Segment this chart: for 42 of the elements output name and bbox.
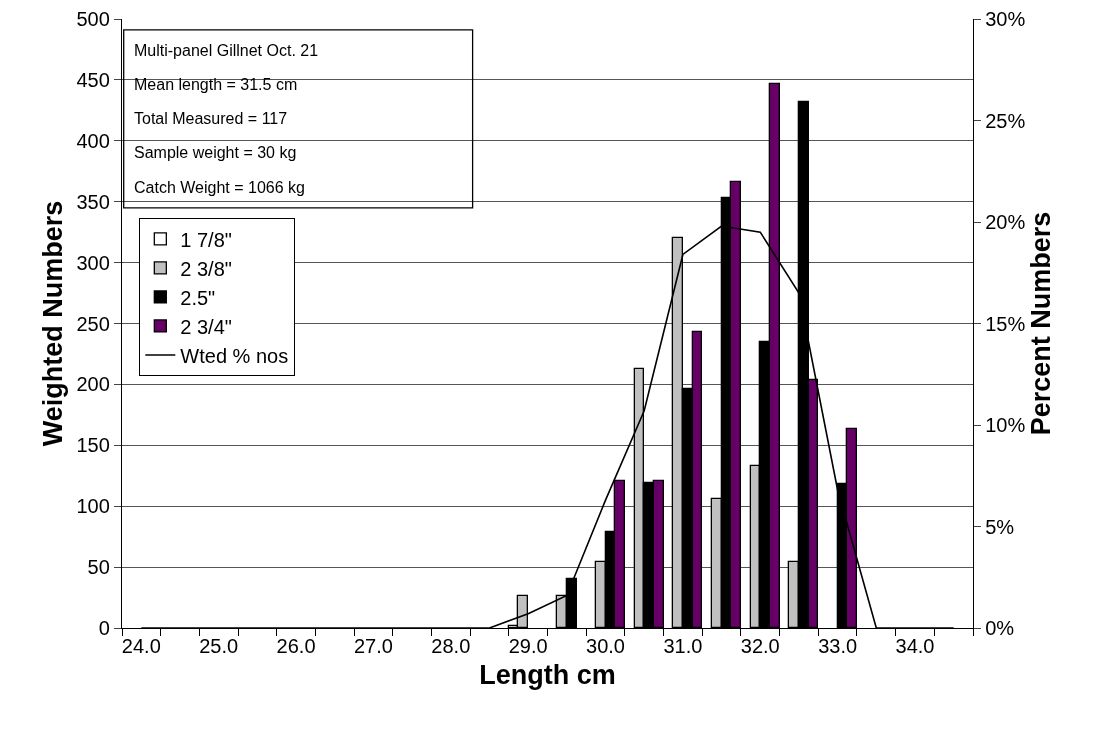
x-axis-title: Length cm [479,659,616,690]
y2-tick-label: 20% [985,211,1026,233]
x-tick-label: 34.0 [895,635,935,658]
x-tick-label: 31.0 [663,635,703,658]
legend-label: 2 3/8" [180,257,232,280]
annotation: Total Measured = 117 [134,110,288,127]
x-tick-label: 24.0 [121,635,161,658]
y-tick-label: 250 [76,312,110,335]
y2-tick-label: 0% [985,617,1015,639]
x-tick-label: 32.0 [740,635,780,658]
legend-label: 2.5" [180,286,216,309]
y-tick-label: 500 [76,8,110,30]
x-tick-label: 25.0 [199,635,239,658]
y-tick-label: 400 [76,129,110,152]
y2-tick-label: 25% [985,109,1026,132]
x-tick-label: 29.0 [508,635,548,658]
x-tick-label: 26.0 [276,635,316,658]
y-tick-label: 0 [98,617,110,639]
y2-tick-label: 5% [985,515,1015,538]
x-tick-label: 28.0 [431,635,471,658]
y-tick-label: 300 [76,251,110,274]
x-tick-label: 30.0 [586,635,625,658]
y2-tick-label: 30% [985,8,1026,30]
legend-label: 1 7/8" [180,228,232,251]
annotation: Sample weight = 30 kg [134,144,297,161]
y-tick-label: 350 [76,190,110,213]
annotation: Mean length = 31.5 cm [134,76,298,93]
y-tick-label: 100 [76,495,110,518]
y-tick-label: 200 [76,373,110,396]
legend-label: Wted % nos [180,344,289,367]
y-tick-label: 50 [87,556,110,579]
y-axis-title: Weighted Numbers [37,200,68,447]
annotation: Catch Weight = 1066 kg [134,179,305,196]
x-tick-label: 27.0 [353,635,393,658]
y2-axis-title: Percent Numbers [1025,211,1056,436]
annotation: Multi-panel Gillnet Oct. 21 [134,42,319,59]
y-tick-label: 450 [76,68,110,91]
legend-label: 2 3/4" [180,315,232,338]
y-tick-label: 150 [76,434,110,457]
y2-tick-label: 15% [985,312,1026,335]
x-tick-label: 33.0 [818,635,858,658]
y2-tick-label: 10% [985,414,1026,436]
